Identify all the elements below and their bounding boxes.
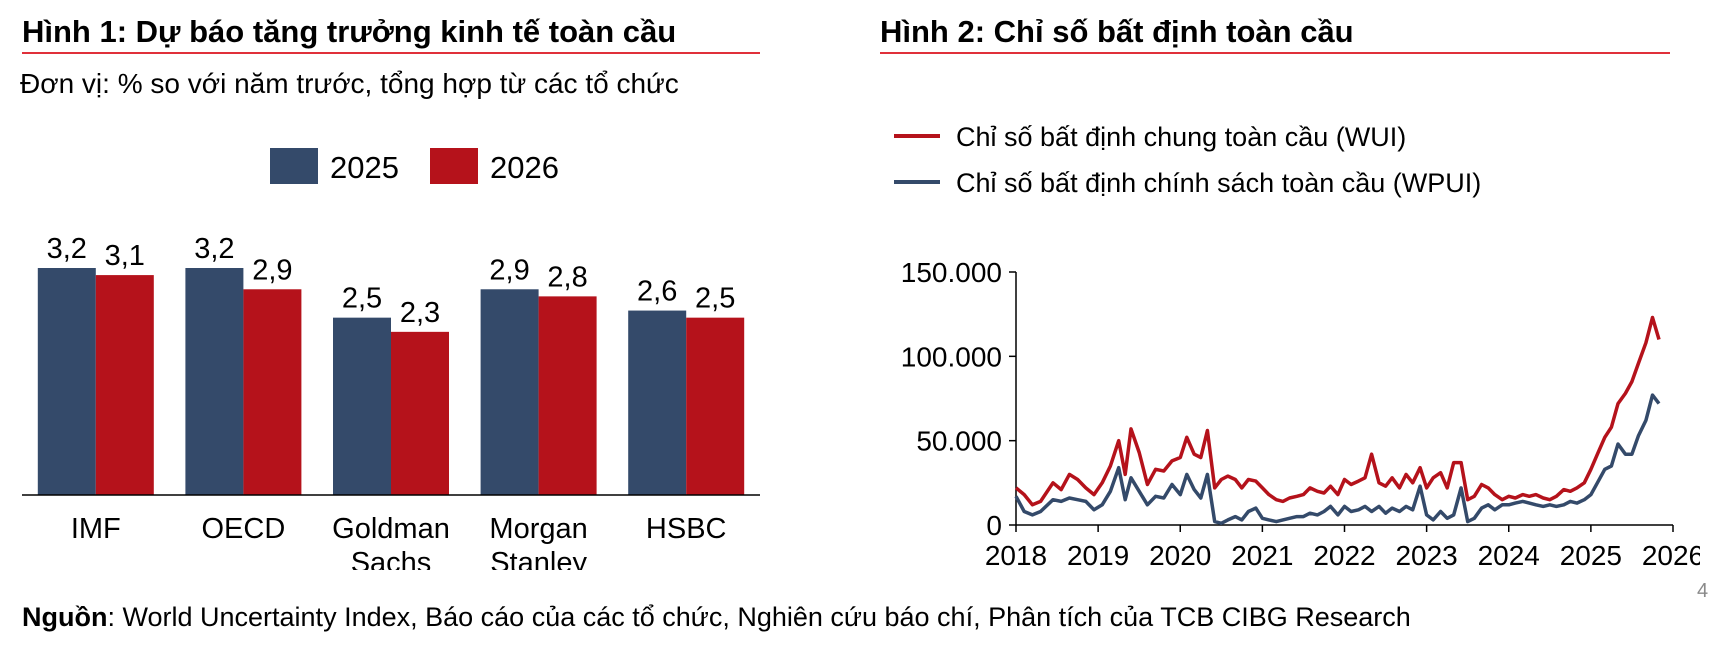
line-chart: Chỉ số bất định chung toàn cầu (WUI) Chỉ … [894,122,1700,571]
data-label-2025-2: 2,5 [342,283,382,315]
x-tick-label-7: 2025 [1560,540,1622,571]
data-label-2026-1: 2,9 [252,254,292,286]
bar-2026-3 [538,296,597,495]
x-tick-label-8: 2026 [1642,540,1700,571]
source-text: : World Uncertainty Index, Báo cáo của c… [107,602,1411,632]
category-label-0: IMF [71,513,121,545]
bar-2026-1 [243,289,302,495]
legend-swatch-2025 [270,148,318,184]
bar-2026-0 [95,275,154,495]
data-label-2026-2: 2,3 [400,297,440,329]
x-tick-label-1: 2019 [1067,540,1129,571]
right-title-rule [880,52,1670,54]
page-number: 4 [1697,580,1709,602]
right-chart-title: Hình 2: Chỉ số bất định toàn cầu [880,14,1354,49]
y-tick-label-2: 100.000 [901,341,1002,372]
bar-2025-4 [628,310,687,495]
category-label-4: HSBC [646,513,727,545]
data-label-2025-4: 2,6 [637,276,677,308]
x-tick-label-5: 2023 [1395,540,1457,571]
legend-label-1: Chỉ số bất định chính sách toàn cầu (WPU… [956,168,1481,198]
data-label-2025-3: 2,9 [489,254,529,286]
y-tick-label-0: 0 [986,510,1002,541]
series-line-0 [1014,315,1661,507]
bar-2025-1 [185,268,244,495]
category-label-3: Morgan Stanley [489,513,587,570]
data-label-2026-3: 2,8 [547,261,587,293]
legend-label-2026: 2026 [490,150,559,185]
bar-chart: 2025 2026 3,2 3,1 IMF 3,2 2,9 OECD 2,5 2,3 Goldman… [22,148,760,570]
x-tick-label-4: 2022 [1313,540,1375,571]
x-tick-label-6: 2024 [1478,540,1540,571]
y-tick-label-1: 50.000 [916,426,1002,457]
data-label-2026-0: 3,1 [105,240,145,272]
source-note: Nguồn: World Uncertainty Index, Báo cáo … [22,602,1411,633]
x-tick-label-0: 2018 [985,540,1047,571]
series-line-1 [1014,393,1661,526]
category-label-1: OECD [202,513,286,545]
legend-label-2025: 2025 [330,150,399,185]
data-label-2025-0: 3,2 [47,233,87,265]
left-chart-title: Hình 1: Dự báo tăng trưởng kinh tế toàn … [22,14,677,49]
x-tick-label-2: 2020 [1149,540,1211,571]
data-label-2025-1: 3,2 [194,233,234,265]
y-tick-label-3: 150.000 [901,257,1002,288]
bar-2026-4 [686,317,745,495]
category-label-2: Goldman Sachs [332,513,450,570]
bar-2025-2 [333,317,391,495]
bar-2025-3 [480,289,539,495]
x-tick-label-3: 2021 [1231,540,1293,571]
data-label-2026-4: 2,5 [695,283,735,315]
legend-label-0: Chỉ số bất định chung toàn cầu (WUI) [956,122,1406,152]
legend-swatch-2026 [430,148,478,184]
bar-2026-2 [391,331,449,495]
left-chart-subtitle: Đơn vị: % so với năm trước, tổng hợp từ … [20,68,679,99]
left-title-rule [22,52,760,54]
bar-2025-0 [37,268,96,495]
source-label: Nguồn [22,602,108,632]
